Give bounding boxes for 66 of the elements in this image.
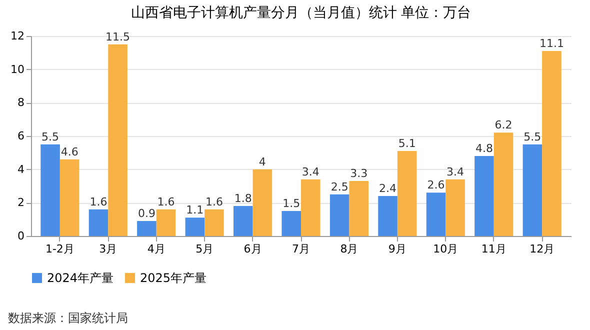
data-label: 1.6 — [90, 195, 108, 208]
bar — [204, 209, 224, 236]
x-tick-label: 9月 — [388, 242, 406, 256]
data-label: 4 — [258, 155, 266, 168]
data-label: 11.5 — [106, 30, 130, 44]
data-label: 2.5 — [330, 180, 348, 194]
bar — [522, 144, 542, 236]
y-tick-label: 6 — [18, 130, 24, 142]
data-label: 4.6 — [60, 145, 78, 158]
bar — [108, 44, 128, 236]
bar — [185, 218, 205, 236]
data-label: 6.2 — [494, 118, 512, 132]
legend-label: 2025年产量 — [140, 271, 207, 285]
data-label: 3.4 — [446, 165, 464, 178]
bar — [474, 156, 494, 236]
data-label: 0.9 — [138, 207, 156, 220]
y-tick-label: 0 — [18, 230, 24, 242]
data-label: 5.5 — [524, 130, 542, 144]
bar — [137, 221, 156, 236]
y-tick-label: 12 — [10, 30, 24, 42]
bar — [330, 194, 350, 236]
source-note: 数据来源：国家统计局 — [8, 310, 128, 327]
x-tick-label: 7月 — [292, 242, 310, 256]
x-tick-label: 5月 — [196, 242, 214, 256]
x-tick-label: 8月 — [340, 242, 358, 256]
bar — [88, 209, 108, 236]
data-label: 1.8 — [234, 192, 252, 205]
bar — [282, 211, 301, 236]
bar — [234, 206, 253, 236]
x-tick-label: 4月 — [147, 242, 166, 256]
bar — [494, 132, 514, 236]
data-label: 5.1 — [398, 137, 416, 150]
x-tick-label: 12月 — [530, 242, 555, 256]
data-label: 5.5 — [42, 130, 60, 144]
y-tick-label: 10 — [10, 62, 24, 76]
y-tick-label: 2 — [18, 196, 24, 210]
x-tick-label: 6月 — [244, 242, 262, 256]
data-label: 3.3 — [350, 167, 368, 180]
chart-title: 山西省电子计算机产量分月（当月值）统计 单位：万台 — [130, 5, 472, 21]
x-tick-label: 1-2月 — [45, 242, 74, 256]
data-label: 4.8 — [475, 142, 493, 155]
data-label: 3.4 — [302, 165, 320, 178]
data-label: 2.4 — [379, 182, 397, 195]
bar — [378, 196, 398, 236]
x-tick-label: 10月 — [433, 242, 458, 256]
x-tick-label: 3月 — [99, 242, 118, 256]
y-tick-label: 4 — [18, 162, 24, 176]
bar — [446, 179, 465, 236]
y-tick-label: 8 — [18, 96, 24, 110]
x-tick-label: 11月 — [481, 242, 506, 256]
bar — [349, 181, 368, 236]
data-label: 1.5 — [282, 197, 300, 210]
bar — [40, 144, 60, 236]
bar — [60, 159, 80, 236]
data-label: 1.6 — [157, 195, 175, 208]
data-label: 2.6 — [427, 178, 445, 192]
legend-label: 2024年产量 — [47, 271, 114, 285]
bar — [397, 151, 417, 236]
bar — [301, 179, 320, 236]
data-label: 1.6 — [205, 195, 223, 208]
data-label: 11.1 — [539, 37, 564, 50]
bar — [156, 209, 176, 236]
bar — [252, 169, 272, 236]
bar — [426, 192, 446, 236]
data-label: 1.1 — [186, 204, 204, 217]
bar — [542, 51, 562, 236]
